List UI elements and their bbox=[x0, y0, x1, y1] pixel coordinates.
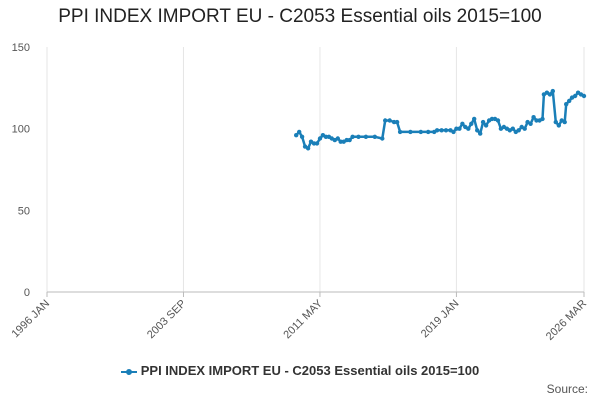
data-point[interactable] bbox=[516, 128, 521, 133]
data-point[interactable] bbox=[314, 141, 320, 146]
data-point[interactable] bbox=[397, 129, 403, 135]
y-tick-label: 0 bbox=[24, 287, 30, 299]
data-point[interactable] bbox=[556, 123, 561, 128]
data-point[interactable] bbox=[581, 93, 587, 99]
y-axis-ticks: 0 50 100 150 bbox=[12, 42, 30, 299]
data-point[interactable] bbox=[350, 134, 355, 139]
data-point[interactable] bbox=[299, 134, 305, 139]
data-point[interactable] bbox=[372, 134, 377, 139]
legend[interactable]: PPI INDEX IMPORT EU - C2053 Essential oi… bbox=[0, 363, 600, 378]
data-points bbox=[294, 88, 587, 151]
y-tick-label: 150 bbox=[12, 42, 30, 54]
data-point[interactable] bbox=[297, 129, 302, 135]
data-point[interactable] bbox=[466, 126, 471, 131]
data-point[interactable] bbox=[553, 119, 558, 125]
legend-marker bbox=[120, 367, 137, 377]
data-point[interactable] bbox=[380, 136, 385, 141]
data-point[interactable] bbox=[483, 123, 489, 128]
data-point[interactable] bbox=[528, 121, 533, 127]
data-point[interactable] bbox=[439, 128, 444, 133]
data-point[interactable] bbox=[383, 118, 388, 123]
data-point[interactable] bbox=[540, 116, 545, 122]
data-point[interactable] bbox=[457, 126, 462, 131]
data-point[interactable] bbox=[522, 126, 527, 131]
y-tick-label: 50 bbox=[18, 205, 30, 217]
data-point[interactable] bbox=[478, 131, 483, 136]
data-point[interactable] bbox=[356, 134, 361, 139]
data-point[interactable] bbox=[394, 119, 400, 125]
data-point[interactable] bbox=[547, 92, 553, 97]
data-point[interactable] bbox=[469, 121, 474, 127]
data-point[interactable] bbox=[460, 121, 465, 127]
data-point[interactable] bbox=[550, 88, 555, 94]
x-tick-label: 2003 SEP bbox=[145, 298, 189, 342]
data-point[interactable] bbox=[510, 126, 515, 131]
data-point[interactable] bbox=[475, 128, 480, 133]
data-point[interactable] bbox=[531, 115, 536, 120]
x-tick-label: 1996 JAN bbox=[9, 298, 52, 341]
data-point[interactable] bbox=[567, 98, 572, 104]
data-point[interactable] bbox=[495, 118, 501, 123]
data-point[interactable] bbox=[572, 93, 578, 99]
data-point[interactable] bbox=[408, 129, 413, 135]
x-tick-label: 2026 MAR bbox=[544, 298, 589, 343]
data-point[interactable] bbox=[434, 128, 440, 133]
legend-marker-dot bbox=[125, 368, 132, 375]
data-point[interactable] bbox=[451, 129, 456, 135]
data-point[interactable] bbox=[443, 128, 449, 133]
data-point[interactable] bbox=[317, 136, 323, 141]
x-axis-ticks: 1996 JAN 2003 SEP 2011 MAY 2019 JAN 2026 MAR bbox=[9, 292, 589, 343]
data-point[interactable] bbox=[480, 119, 486, 125]
legend-label: PPI INDEX IMPORT EU - C2053 Essential oi… bbox=[140, 363, 480, 378]
data-point[interactable] bbox=[387, 118, 392, 123]
source-label: Source: bbox=[546, 382, 588, 396]
data-point[interactable] bbox=[294, 133, 299, 138]
data-point[interactable] bbox=[426, 129, 431, 135]
data-point[interactable] bbox=[562, 119, 567, 125]
data-point[interactable] bbox=[335, 136, 340, 141]
x-tick-label: 2019 JAN bbox=[419, 298, 462, 341]
data-point[interactable] bbox=[472, 116, 477, 122]
data-point[interactable] bbox=[347, 137, 352, 143]
gridlines bbox=[46, 47, 585, 292]
chart-title: PPI INDEX IMPORT EU - C2053 Essential oi… bbox=[58, 6, 542, 27]
data-point[interactable] bbox=[564, 102, 569, 107]
data-point[interactable] bbox=[363, 134, 369, 139]
data-point[interactable] bbox=[418, 129, 423, 135]
data-point[interactable] bbox=[305, 146, 311, 151]
x-tick-label: 2011 MAY bbox=[281, 297, 325, 341]
y-tick-label: 100 bbox=[12, 124, 30, 136]
